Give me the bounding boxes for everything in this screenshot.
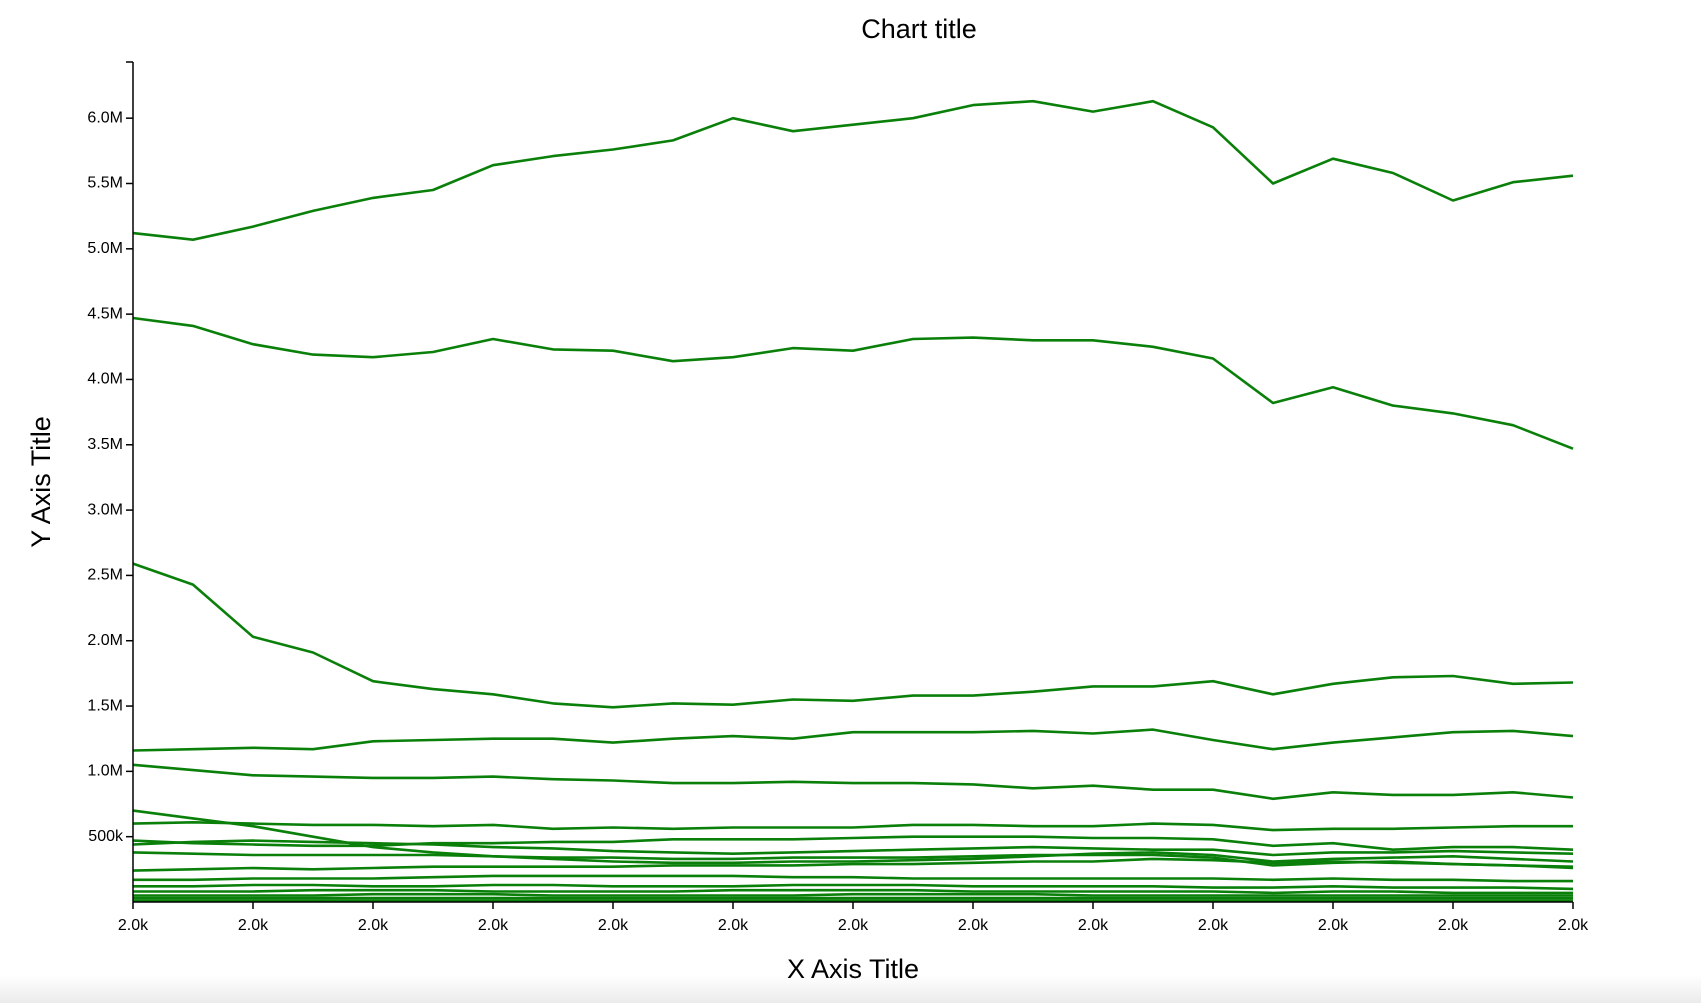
series-line — [133, 888, 1573, 895]
x-tick-label: 2.0k — [238, 917, 269, 934]
chart-title: Chart title — [861, 14, 977, 44]
x-tick-label: 2.0k — [1438, 917, 1469, 934]
series-line — [133, 874, 1573, 883]
y-tick-label: 2.0M — [87, 632, 123, 649]
x-tick-label: 2.0k — [1198, 917, 1229, 934]
series-line — [132, 316, 1574, 450]
x-tick-label: 2.0k — [958, 917, 989, 934]
series-line — [132, 821, 1573, 832]
x-tick-label: 2.0k — [1558, 917, 1589, 934]
series-line — [132, 562, 1574, 709]
series-line — [132, 99, 1574, 241]
x-tick-label: 2.0k — [838, 917, 869, 934]
x-tick-label: 2.0k — [718, 917, 749, 934]
y-tick-label: 500k — [88, 828, 124, 845]
y-tick-label: 1.0M — [87, 763, 123, 780]
y-tick-label: 3.5M — [87, 436, 123, 453]
y-tick-label: 4.0M — [87, 371, 123, 388]
x-axis-title: X Axis Title — [787, 954, 919, 984]
x-tick-label: 2.0k — [118, 917, 149, 934]
x-tick-label: 2.0k — [1318, 917, 1349, 934]
series-line — [132, 763, 1574, 801]
y-tick-label: 5.5M — [87, 175, 123, 192]
series-line — [132, 857, 1574, 872]
y-tick-label: 4.5M — [87, 305, 123, 322]
x-tick-label: 2.0k — [358, 917, 389, 934]
series-line — [133, 883, 1574, 891]
y-tick-label: 1.5M — [87, 697, 123, 714]
lines — [132, 99, 1574, 902]
series-line — [132, 839, 1574, 857]
x-tick-label: 2.0k — [478, 917, 509, 934]
series-line — [133, 892, 1573, 897]
y-tick-label: 6.0M — [87, 109, 123, 126]
y-tick-label: 3.0M — [87, 501, 123, 518]
y-tick-label: 5.0M — [87, 240, 123, 257]
x-tick-label: 2.0k — [598, 917, 629, 934]
y-tick-label: 2.5M — [87, 567, 123, 584]
series-line — [132, 835, 1574, 851]
bottom-bar — [0, 975, 1701, 1003]
series-line — [132, 728, 1574, 752]
y-axis-title: Y Axis Title — [26, 416, 56, 548]
x-tick-label: 2.0k — [1078, 917, 1109, 934]
